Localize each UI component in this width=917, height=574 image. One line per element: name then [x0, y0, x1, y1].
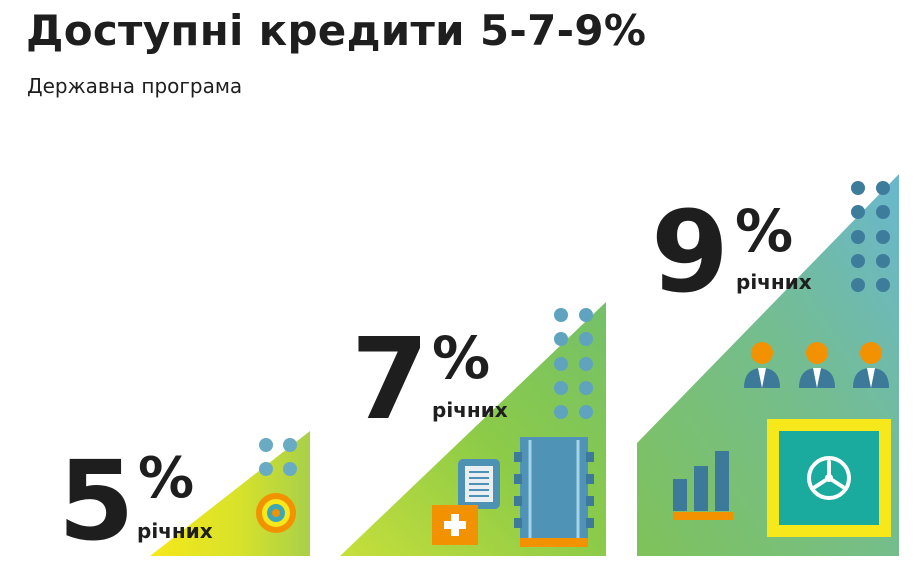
page-title: Доступні кредити 5-7-9% [26, 6, 647, 55]
tier-5-label: річних [137, 519, 213, 543]
page-subtitle: Державна програма [27, 74, 243, 98]
tier-9-card: 9 % річних [637, 174, 899, 556]
tier-5-percent: % [138, 446, 194, 511]
dots-icon [259, 438, 297, 476]
tier-9-rate: 9 [651, 188, 729, 318]
tier-5-rate: 5 [58, 437, 135, 565]
dots-icon [851, 181, 890, 292]
target-icon [256, 493, 296, 533]
tier-5-card: 5 % річних [58, 431, 310, 565]
dots-icon [554, 308, 593, 419]
building-icon [514, 437, 594, 547]
tier-7-percent: % [432, 324, 490, 392]
add-icon [432, 505, 478, 545]
tier-7-label: річних [432, 398, 508, 422]
bar-chart-icon [673, 451, 733, 520]
tier-7-rate: 7 [351, 315, 429, 445]
tier-9-percent: % [735, 197, 793, 265]
documents-icon [458, 459, 500, 509]
tier-7-card: 7 % річних [340, 302, 606, 556]
tier-9-label: річних [736, 270, 812, 294]
safe-icon [767, 419, 891, 537]
people-icon [744, 342, 889, 388]
